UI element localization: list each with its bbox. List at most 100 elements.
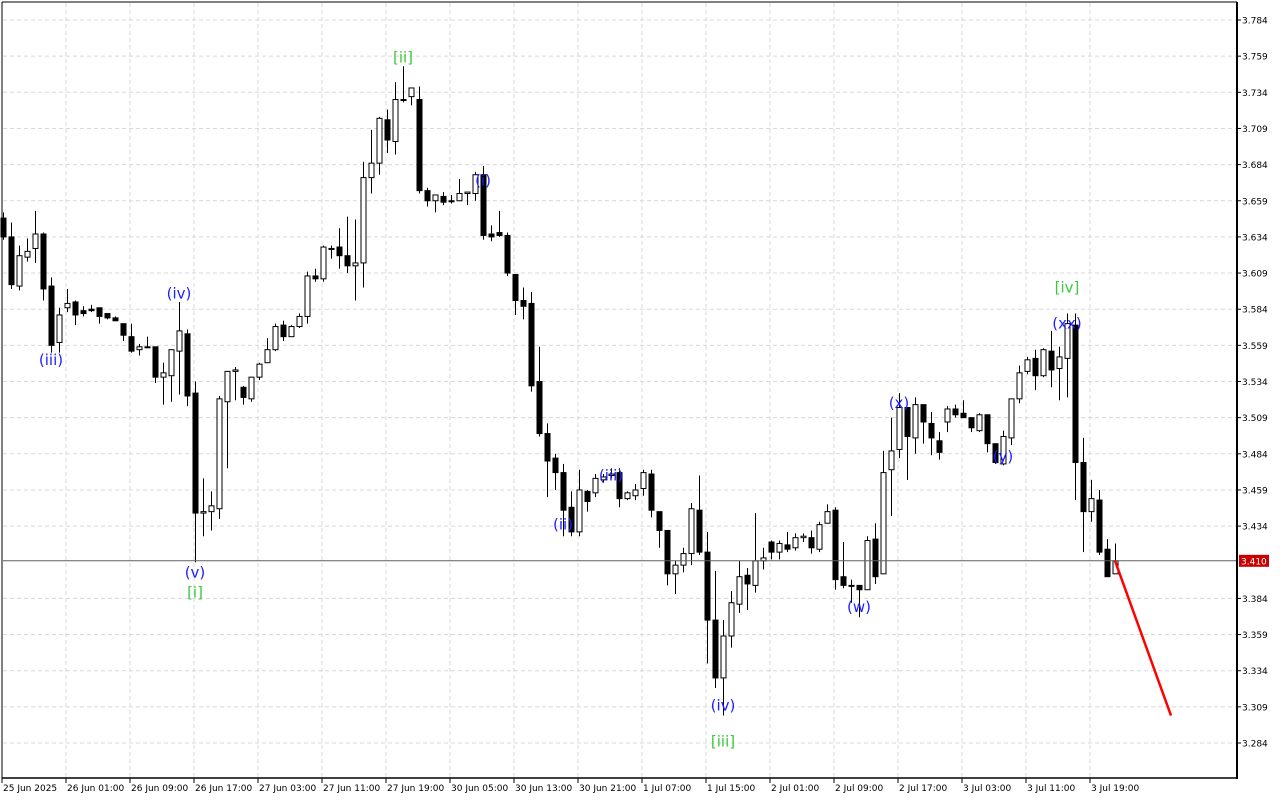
candle-body xyxy=(768,541,775,553)
y-tick-label: 3.659 xyxy=(1242,197,1268,207)
candle-bullish xyxy=(792,533,799,551)
candle-bullish xyxy=(368,129,375,194)
candle-bullish xyxy=(1056,346,1063,401)
candle-body xyxy=(696,509,703,553)
candle-bearish xyxy=(440,192,447,206)
candle-body xyxy=(48,285,55,346)
candle-bearish xyxy=(104,313,111,320)
candle-body xyxy=(288,326,295,338)
candle-body xyxy=(784,544,791,550)
candle-body xyxy=(200,511,207,514)
candle-bearish xyxy=(424,187,431,207)
candle-body xyxy=(1008,398,1015,439)
candle-body xyxy=(144,346,151,349)
candle-bullish xyxy=(776,540,783,560)
candle-body xyxy=(120,323,127,336)
wave-label: (iv) xyxy=(167,284,192,302)
candle-body xyxy=(240,386,247,398)
candle-bullish xyxy=(1008,398,1015,446)
current-price-tag: 3.410 xyxy=(1239,554,1269,567)
candle-body xyxy=(1016,372,1023,400)
candle-bearish xyxy=(416,86,423,194)
candle-bullish xyxy=(576,469,583,537)
candle-bullish xyxy=(304,271,311,324)
candle-body xyxy=(256,363,263,378)
candle-body xyxy=(376,117,383,164)
y-tick-label: 3.634 xyxy=(1242,233,1268,243)
candle-bullish xyxy=(360,161,367,288)
candle-bullish xyxy=(672,560,679,595)
candle-body xyxy=(104,313,111,319)
candle-bullish xyxy=(232,367,239,401)
candle-body xyxy=(704,551,711,621)
candle-body xyxy=(680,553,687,566)
candle-bearish xyxy=(856,584,863,618)
candle-body xyxy=(960,412,967,419)
candle-bearish xyxy=(840,542,847,589)
candle-body xyxy=(664,529,671,575)
candle-body xyxy=(40,233,47,290)
candle-body xyxy=(328,247,335,250)
candle-body xyxy=(264,349,271,364)
candle-body xyxy=(440,195,447,203)
candle-bullish xyxy=(400,66,407,103)
candle-bearish xyxy=(528,291,535,392)
candle-bearish xyxy=(904,407,911,480)
candle-bearish xyxy=(616,468,623,508)
candle-body xyxy=(1064,323,1071,359)
candle-bullish xyxy=(1064,313,1071,398)
candle-body xyxy=(392,99,399,142)
candle-bullish xyxy=(168,349,175,402)
wave-label: [ii] xyxy=(393,49,413,67)
candle-bearish xyxy=(808,530,815,554)
candle-bearish xyxy=(120,323,127,342)
candle-bearish xyxy=(40,232,47,301)
y-tick-label: 3.484 xyxy=(1242,450,1268,460)
candle-bearish xyxy=(1048,330,1055,388)
candle-body xyxy=(80,310,87,315)
wave-label: (iv) xyxy=(711,696,736,714)
x-tick-label: 26 Jun 17:00 xyxy=(195,784,252,794)
candle-bearish xyxy=(1032,349,1039,391)
candle-bearish xyxy=(72,300,79,326)
x-tick-label: 30 Jun 05:00 xyxy=(451,784,508,794)
candle-body xyxy=(560,472,567,511)
y-axis: 3.784 3.759 3.734 3.709 3.684 3.659 3.634 3.609… xyxy=(1237,17,1268,750)
candle-body xyxy=(736,576,743,605)
candle-body xyxy=(936,440,943,453)
y-tick-label: 3.734 xyxy=(1242,89,1268,99)
candle-body xyxy=(808,537,815,549)
candle-bearish xyxy=(8,222,15,289)
candle-bullish xyxy=(264,338,271,364)
candle-body xyxy=(136,346,143,351)
candle-body xyxy=(184,333,191,397)
candle-bearish xyxy=(968,417,975,433)
x-tick-label: 1 Jul 07:00 xyxy=(643,784,692,794)
candle-bearish xyxy=(928,411,935,456)
candle-bullish xyxy=(1088,479,1095,522)
x-tick-label: 27 Jun 11:00 xyxy=(323,784,380,794)
wave-label: (x) xyxy=(889,394,910,412)
candle-body xyxy=(360,177,367,264)
candle-bearish xyxy=(336,228,343,269)
wave-labels: (iii) (iv) (v) [i] [ii] (i) (ii) (iii) (iv) [iii]… xyxy=(39,49,1082,751)
x-tick-label: 27 Jun 19:00 xyxy=(387,784,444,794)
candle-body xyxy=(512,273,519,302)
candle-body xyxy=(528,302,535,387)
candle-body xyxy=(384,119,391,141)
forecast-line xyxy=(1113,560,1173,716)
x-tick-label: 2 Jul 17:00 xyxy=(899,784,948,794)
candle-bearish xyxy=(480,166,487,240)
x-tick-label: 30 Jun 21:00 xyxy=(579,784,636,794)
candle-bearish xyxy=(704,531,711,664)
candle-body xyxy=(616,472,623,500)
candle-body xyxy=(344,255,351,267)
candle-body xyxy=(1072,324,1079,463)
candle-bearish xyxy=(984,414,991,453)
candle-bearish xyxy=(504,232,511,276)
candle-body xyxy=(216,398,223,510)
candle-body xyxy=(720,635,727,679)
candle-bullish xyxy=(800,533,807,543)
candle-bearish xyxy=(240,385,247,405)
